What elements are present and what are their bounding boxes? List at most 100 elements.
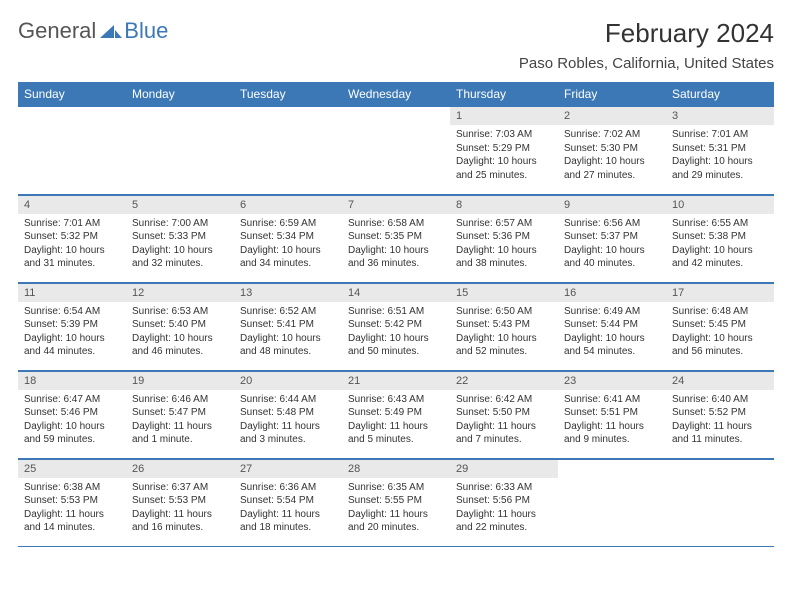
day-detail: Sunrise: 6:41 AMSunset: 5:51 PMDaylight:…	[558, 390, 666, 453]
day-detail: Sunrise: 6:58 AMSunset: 5:35 PMDaylight:…	[342, 214, 450, 277]
day-number: 19	[126, 371, 234, 390]
calendar-table: SundayMondayTuesdayWednesdayThursdayFrid…	[18, 82, 774, 547]
day-number: 16	[558, 283, 666, 302]
calendar-cell: 29Sunrise: 6:33 AMSunset: 5:56 PMDayligh…	[450, 458, 558, 546]
calendar-row: 11Sunrise: 6:54 AMSunset: 5:39 PMDayligh…	[18, 282, 774, 370]
day-detail: Sunrise: 6:37 AMSunset: 5:53 PMDaylight:…	[126, 478, 234, 541]
day-detail: Sunrise: 6:56 AMSunset: 5:37 PMDaylight:…	[558, 214, 666, 277]
calendar-cell: 20Sunrise: 6:44 AMSunset: 5:48 PMDayligh…	[234, 370, 342, 458]
day-detail: Sunrise: 7:00 AMSunset: 5:33 PMDaylight:…	[126, 214, 234, 277]
day-number: 18	[18, 371, 126, 390]
calendar-cell: 3Sunrise: 7:01 AMSunset: 5:31 PMDaylight…	[666, 106, 774, 194]
weekday-header: Wednesday	[342, 82, 450, 106]
calendar-cell: 4Sunrise: 7:01 AMSunset: 5:32 PMDaylight…	[18, 194, 126, 282]
day-number: 13	[234, 283, 342, 302]
weekday-header: Friday	[558, 82, 666, 106]
calendar-cell-empty	[558, 458, 666, 546]
weekday-header: Monday	[126, 82, 234, 106]
calendar-cell: 23Sunrise: 6:41 AMSunset: 5:51 PMDayligh…	[558, 370, 666, 458]
day-detail: Sunrise: 6:40 AMSunset: 5:52 PMDaylight:…	[666, 390, 774, 453]
day-detail: Sunrise: 7:01 AMSunset: 5:32 PMDaylight:…	[18, 214, 126, 277]
day-number: 7	[342, 195, 450, 214]
day-detail: Sunrise: 7:03 AMSunset: 5:29 PMDaylight:…	[450, 125, 558, 188]
weekday-header: Tuesday	[234, 82, 342, 106]
day-detail: Sunrise: 6:52 AMSunset: 5:41 PMDaylight:…	[234, 302, 342, 365]
calendar-cell: 27Sunrise: 6:36 AMSunset: 5:54 PMDayligh…	[234, 458, 342, 546]
logo: General Blue	[18, 18, 168, 44]
day-number: 25	[18, 459, 126, 478]
day-number: 22	[450, 371, 558, 390]
calendar-cell: 10Sunrise: 6:55 AMSunset: 5:38 PMDayligh…	[666, 194, 774, 282]
calendar-cell: 26Sunrise: 6:37 AMSunset: 5:53 PMDayligh…	[126, 458, 234, 546]
weekday-header: Saturday	[666, 82, 774, 106]
day-detail: Sunrise: 6:33 AMSunset: 5:56 PMDaylight:…	[450, 478, 558, 541]
calendar-cell: 7Sunrise: 6:58 AMSunset: 5:35 PMDaylight…	[342, 194, 450, 282]
day-number: 4	[18, 195, 126, 214]
day-detail: Sunrise: 6:54 AMSunset: 5:39 PMDaylight:…	[18, 302, 126, 365]
calendar-cell: 22Sunrise: 6:42 AMSunset: 5:50 PMDayligh…	[450, 370, 558, 458]
calendar-row: 4Sunrise: 7:01 AMSunset: 5:32 PMDaylight…	[18, 194, 774, 282]
location-label: Paso Robles, California, United States	[519, 55, 774, 72]
day-detail: Sunrise: 7:02 AMSunset: 5:30 PMDaylight:…	[558, 125, 666, 188]
calendar-cell-empty	[666, 458, 774, 546]
day-number: 12	[126, 283, 234, 302]
day-detail: Sunrise: 6:49 AMSunset: 5:44 PMDaylight:…	[558, 302, 666, 365]
title-block: February 2024 Paso Robles, California, U…	[519, 18, 774, 72]
day-detail: Sunrise: 6:59 AMSunset: 5:34 PMDaylight:…	[234, 214, 342, 277]
day-number: 29	[450, 459, 558, 478]
day-number: 11	[18, 283, 126, 302]
day-number-empty	[558, 459, 666, 478]
day-detail: Sunrise: 6:57 AMSunset: 5:36 PMDaylight:…	[450, 214, 558, 277]
day-number-empty	[342, 106, 450, 125]
calendar-cell: 18Sunrise: 6:47 AMSunset: 5:46 PMDayligh…	[18, 370, 126, 458]
day-detail: Sunrise: 6:36 AMSunset: 5:54 PMDaylight:…	[234, 478, 342, 541]
calendar-cell: 11Sunrise: 6:54 AMSunset: 5:39 PMDayligh…	[18, 282, 126, 370]
calendar-cell: 14Sunrise: 6:51 AMSunset: 5:42 PMDayligh…	[342, 282, 450, 370]
calendar-cell: 24Sunrise: 6:40 AMSunset: 5:52 PMDayligh…	[666, 370, 774, 458]
calendar-row: 25Sunrise: 6:38 AMSunset: 5:53 PMDayligh…	[18, 458, 774, 546]
day-detail: Sunrise: 6:42 AMSunset: 5:50 PMDaylight:…	[450, 390, 558, 453]
day-number: 26	[126, 459, 234, 478]
day-detail: Sunrise: 6:51 AMSunset: 5:42 PMDaylight:…	[342, 302, 450, 365]
day-number: 27	[234, 459, 342, 478]
calendar-cell: 25Sunrise: 6:38 AMSunset: 5:53 PMDayligh…	[18, 458, 126, 546]
day-detail: Sunrise: 6:48 AMSunset: 5:45 PMDaylight:…	[666, 302, 774, 365]
day-number-empty	[666, 459, 774, 478]
calendar-cell: 15Sunrise: 6:50 AMSunset: 5:43 PMDayligh…	[450, 282, 558, 370]
calendar-cell: 8Sunrise: 6:57 AMSunset: 5:36 PMDaylight…	[450, 194, 558, 282]
day-detail: Sunrise: 6:44 AMSunset: 5:48 PMDaylight:…	[234, 390, 342, 453]
weekday-header: Thursday	[450, 82, 558, 106]
calendar-cell-empty	[342, 106, 450, 194]
logo-text-blue: Blue	[124, 18, 168, 44]
day-number: 6	[234, 195, 342, 214]
day-number: 28	[342, 459, 450, 478]
day-number: 14	[342, 283, 450, 302]
calendar-cell: 5Sunrise: 7:00 AMSunset: 5:33 PMDaylight…	[126, 194, 234, 282]
month-title: February 2024	[519, 18, 774, 49]
calendar-cell-empty	[234, 106, 342, 194]
logo-text-general: General	[18, 18, 96, 44]
day-detail: Sunrise: 6:50 AMSunset: 5:43 PMDaylight:…	[450, 302, 558, 365]
day-number: 9	[558, 195, 666, 214]
day-number: 5	[126, 195, 234, 214]
calendar-cell: 9Sunrise: 6:56 AMSunset: 5:37 PMDaylight…	[558, 194, 666, 282]
calendar-cell: 1Sunrise: 7:03 AMSunset: 5:29 PMDaylight…	[450, 106, 558, 194]
day-number: 21	[342, 371, 450, 390]
day-detail: Sunrise: 6:38 AMSunset: 5:53 PMDaylight:…	[18, 478, 126, 541]
header: General Blue February 2024 Paso Robles, …	[18, 18, 774, 72]
day-detail: Sunrise: 6:46 AMSunset: 5:47 PMDaylight:…	[126, 390, 234, 453]
calendar-row: 18Sunrise: 6:47 AMSunset: 5:46 PMDayligh…	[18, 370, 774, 458]
day-number-empty	[18, 106, 126, 125]
day-number: 17	[666, 283, 774, 302]
calendar-cell: 19Sunrise: 6:46 AMSunset: 5:47 PMDayligh…	[126, 370, 234, 458]
calendar-cell: 2Sunrise: 7:02 AMSunset: 5:30 PMDaylight…	[558, 106, 666, 194]
calendar-header: SundayMondayTuesdayWednesdayThursdayFrid…	[18, 82, 774, 106]
calendar-cell: 16Sunrise: 6:49 AMSunset: 5:44 PMDayligh…	[558, 282, 666, 370]
day-number: 24	[666, 371, 774, 390]
day-detail: Sunrise: 6:47 AMSunset: 5:46 PMDaylight:…	[18, 390, 126, 453]
calendar-cell: 6Sunrise: 6:59 AMSunset: 5:34 PMDaylight…	[234, 194, 342, 282]
day-number: 3	[666, 106, 774, 125]
calendar-cell: 12Sunrise: 6:53 AMSunset: 5:40 PMDayligh…	[126, 282, 234, 370]
calendar-row: 1Sunrise: 7:03 AMSunset: 5:29 PMDaylight…	[18, 106, 774, 194]
calendar-cell-empty	[126, 106, 234, 194]
